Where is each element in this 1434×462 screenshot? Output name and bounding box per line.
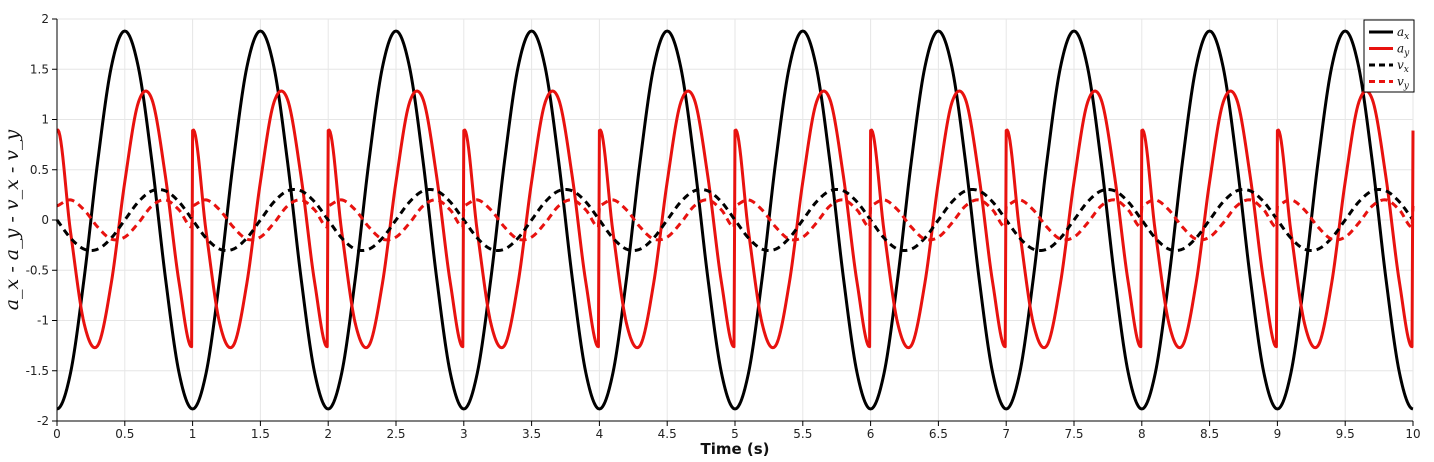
x-tick-label: 1.5 <box>251 427 270 441</box>
x-axis-title: Time (s) <box>700 440 769 458</box>
y-tick-label: 1.5 <box>30 62 49 76</box>
x-tick-label: 0 <box>53 427 61 441</box>
x-tick-label: 5.5 <box>793 427 812 441</box>
legend-label-a-y: ay <box>1397 42 1410 59</box>
x-tick-label: 6 <box>867 427 875 441</box>
legend-label-v-y: vy <box>1397 75 1410 92</box>
y-tick-label: 0 <box>41 213 49 227</box>
x-tick-label: 4.5 <box>658 427 677 441</box>
series-line-a-y <box>56 89 1415 350</box>
x-tick-label: 1 <box>189 427 197 441</box>
series-layer <box>55 29 1415 411</box>
legend-label-v-x: vx <box>1397 58 1409 75</box>
x-tick-label: 4 <box>596 427 604 441</box>
y-tick-label: 2 <box>41 12 49 26</box>
x-ticks: 0 0.5 1 1.5 2 2.5 3 3.5 4 4.5 5 5.5 6 6.5 7 7.5 8 8.5 9 9.5… <box>53 421 1421 441</box>
x-tick-label: 5 <box>731 427 739 441</box>
x-tick-label: 7 <box>1002 427 1010 441</box>
x-tick-label: 9.5 <box>1336 427 1355 441</box>
x-tick-label: 9 <box>1274 427 1282 441</box>
x-tick-label: 10 <box>1405 427 1420 441</box>
x-tick-label: 6.5 <box>929 427 948 441</box>
y-axis-title: a_x - a_y - v_x - v_y <box>1 129 23 310</box>
x-tick-label: 2.5 <box>386 427 405 441</box>
x-tick-label: 8.5 <box>1200 427 1219 441</box>
x-tick-label: 8 <box>1138 427 1146 441</box>
y-tick-label: 0.5 <box>30 163 49 177</box>
y-tick-label: -0.5 <box>26 263 49 277</box>
legend-label-a-x: ax <box>1397 25 1409 42</box>
series-line-v-x <box>55 187 1415 253</box>
x-tick-label: 0.5 <box>115 427 134 441</box>
y-ticks: -2 -1.5 -1 -0.5 0 0.5 1 1.5 2 <box>26 12 57 428</box>
series-line-a-x <box>56 29 1414 411</box>
x-tick-label: 2 <box>324 427 332 441</box>
y-tick-label: 1 <box>41 113 49 127</box>
x-tick-label: 3 <box>460 427 468 441</box>
series-line-v-y <box>56 198 1415 242</box>
x-tick-label: 3.5 <box>522 427 541 441</box>
y-tick-label: -2 <box>37 414 49 428</box>
x-tick-label: 7.5 <box>1064 427 1083 441</box>
y-tick-label: -1.5 <box>26 364 49 378</box>
y-tick-label: -1 <box>37 314 49 328</box>
